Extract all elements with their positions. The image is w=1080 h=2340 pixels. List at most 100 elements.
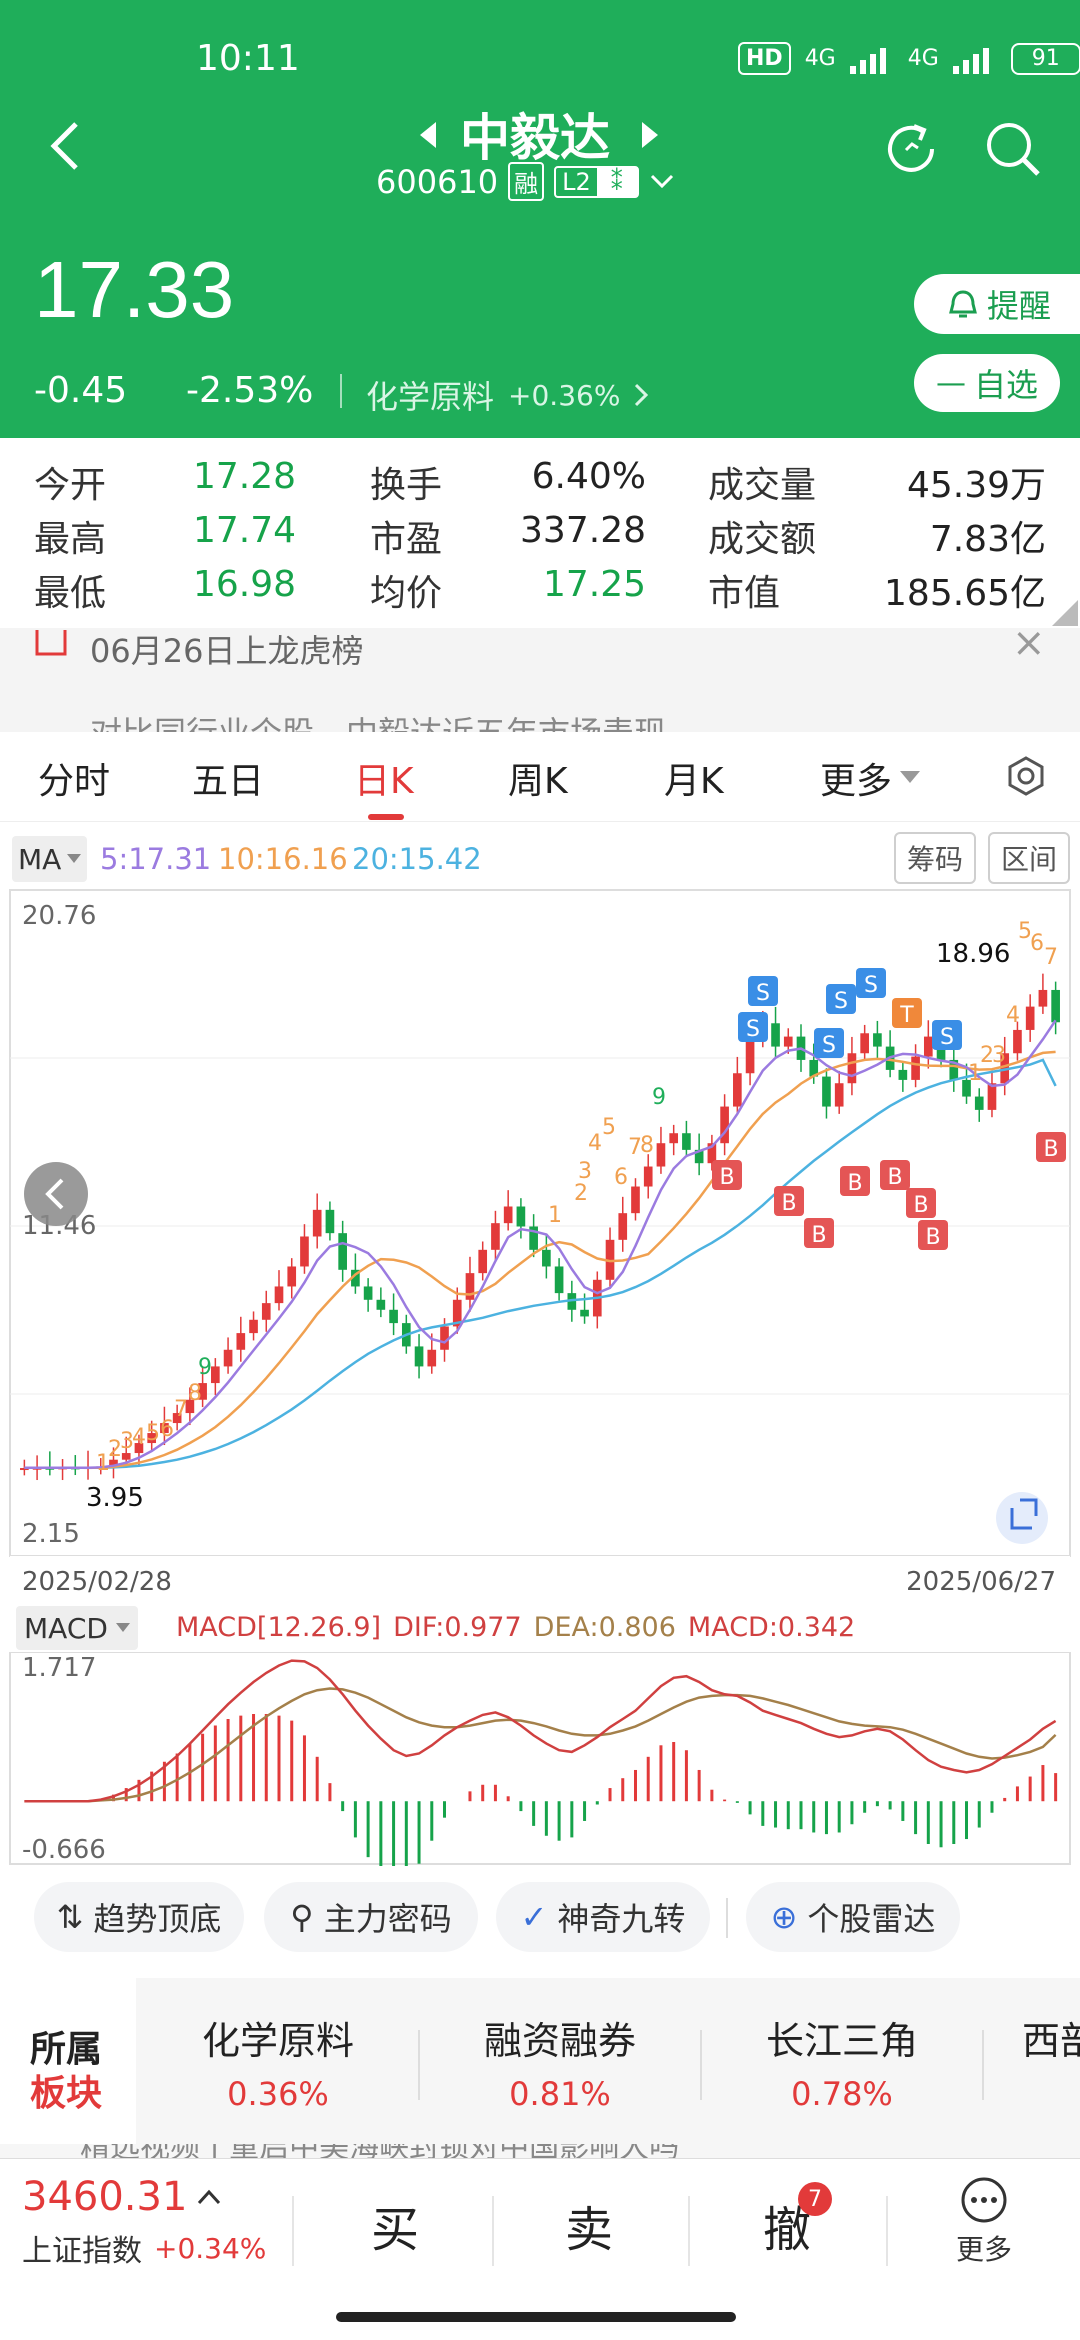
nine-turn-number: 2 — [980, 1043, 994, 1068]
expand-corner-icon[interactable] — [1052, 600, 1078, 626]
settings-icon[interactable] — [1006, 756, 1046, 796]
price-change-pct: -2.53% — [186, 370, 314, 411]
tab-wuri[interactable]: 五日 — [192, 761, 265, 802]
tab-yuek[interactable]: 月K — [664, 761, 724, 802]
stat-label: 市值 — [708, 573, 781, 614]
stock-name: 中毅达 — [460, 109, 610, 167]
tab-zhouk[interactable]: 周K — [508, 761, 568, 802]
kline-chart[interactable]: 20.76 11.46 2.15 18.96 3.95 B B B B B B … — [0, 888, 1080, 1608]
nine-turn-number: 7 — [1044, 945, 1058, 970]
current-price: 17.33 — [34, 245, 235, 334]
nine-turn-number: 8 — [188, 1381, 202, 1406]
nine-turn-number: 7 — [174, 1397, 188, 1422]
next-stock-button[interactable] — [640, 120, 660, 154]
candle — [351, 1269, 360, 1287]
ma20-value: 20:15.42 — [352, 842, 482, 876]
nine-turn-number: 1 — [968, 1061, 982, 1086]
status-icons: HD 4G 4G 91 — [738, 42, 1080, 75]
candle — [134, 1443, 144, 1454]
candle — [618, 1213, 628, 1240]
sectors-title-bottom: 板块 — [30, 2073, 103, 2114]
caret-down-icon — [67, 854, 82, 863]
bar-divider — [688, 2196, 690, 2266]
stat-value: 16.98 — [192, 564, 296, 605]
stat-label: 最低 — [34, 573, 107, 614]
tab-rik[interactable]: 日K — [354, 761, 414, 802]
ma-selector[interactable]: MA — [12, 836, 88, 882]
prev-stock-button[interactable] — [418, 120, 438, 154]
nine-turn-number: 4 — [1006, 1003, 1020, 1028]
sectors-panel — [136, 1978, 1080, 2148]
sector-item[interactable]: 西部 — [1022, 2010, 1080, 2065]
candle — [427, 1349, 437, 1367]
sector-item[interactable]: 化学原料 0.36% — [148, 2010, 408, 2113]
scroll-left-button[interactable] — [24, 1162, 88, 1226]
bottom-news-text: 精选视频 | 重启中美海峡封锁对中国影响大吗 — [80, 2144, 679, 2158]
macd-y-low: -0.666 — [22, 1835, 106, 1865]
more-button[interactable]: 更多 — [944, 2176, 1024, 2268]
macd-dea: DEA:0.806 — [533, 1612, 676, 1643]
candle — [682, 1133, 691, 1150]
candle — [491, 1223, 500, 1250]
candle — [669, 1133, 679, 1144]
sector-item[interactable]: 长江三角 0.78% — [712, 2010, 972, 2113]
search-button[interactable] — [984, 120, 1042, 182]
back-button[interactable] — [46, 118, 82, 178]
sell-signal-marker: S — [738, 1012, 768, 1042]
margin-badge: 融 — [508, 162, 545, 201]
index-pct: +0.34% — [154, 2231, 267, 2265]
tab-more[interactable]: 更多 — [820, 752, 921, 804]
nine-turn-number: 2 — [574, 1181, 588, 1206]
buy-button[interactable]: 买 — [370, 2202, 419, 2258]
sector-item-name: 化学原料 — [201, 2019, 354, 2063]
bottom-news-peek[interactable]: 精选视频 | 重启中美海峡封锁对中国影响大吗 — [0, 2144, 1080, 2158]
candle — [542, 1249, 551, 1267]
candle — [249, 1319, 258, 1334]
max-price-label: 18.96 — [936, 939, 1010, 969]
main-force-code-button[interactable]: ⚲ 主力密码 — [264, 1882, 478, 1952]
battery-icon: 91 — [1010, 42, 1080, 75]
stock-radar-button[interactable]: ⊕ 个股雷达 — [746, 1882, 960, 1952]
macd-label: MACD — [24, 1611, 108, 1645]
sector-link[interactable]: 化学原料 +0.36% — [366, 372, 649, 418]
chevron-down-icon[interactable] — [649, 173, 675, 191]
close-icon[interactable]: × — [1012, 628, 1046, 666]
bar-divider — [886, 2196, 888, 2266]
svg-text:B: B — [847, 1171, 862, 1196]
candle — [962, 1079, 971, 1097]
macd-selector[interactable]: MACD — [16, 1606, 138, 1650]
news-line-2[interactable]: 对比同行业个股，中毅达近五年市场表现 — [90, 708, 666, 732]
news-strip[interactable]: 06月26日上龙虎榜 × 对比同行业个股，中毅达近五年市场表现 — [0, 628, 1080, 732]
dea-line — [24, 1687, 1057, 1803]
candle — [312, 1209, 322, 1237]
svg-text:B: B — [811, 1223, 826, 1248]
radar-icon: ⊕ — [770, 1898, 798, 1936]
index-name: 上证指数 — [22, 2234, 142, 2269]
nine-turn-number: 4 — [588, 1131, 602, 1156]
home-indicator[interactable] — [336, 2312, 736, 2322]
macd-chart[interactable]: 1.717 -0.666 — [0, 1652, 1080, 1866]
sectors-title-top: 所属 — [30, 2029, 103, 2070]
ma20-line — [24, 1058, 1057, 1469]
range-button[interactable]: 区间 — [988, 832, 1070, 884]
stat-value: 7.83亿 — [929, 519, 1046, 560]
candle — [223, 1349, 233, 1367]
trend-top-bottom-button[interactable]: ⇅ 趋势顶底 — [34, 1882, 244, 1952]
chip-button[interactable]: 筹码 — [894, 832, 976, 884]
index-ticker[interactable]: 3460.31 上证指数 +0.34% — [22, 2174, 266, 2270]
candle — [720, 1106, 729, 1144]
sell-signal-marker: S — [826, 984, 856, 1014]
sell-button[interactable]: 卖 — [564, 2202, 613, 2258]
refresh-button[interactable] — [882, 120, 940, 182]
sector-item[interactable]: 融资融券 0.81% — [430, 2010, 690, 2113]
candle — [771, 1023, 780, 1047]
candle — [733, 1073, 742, 1107]
magic-nine-button[interactable]: ✓ 神奇九转 — [496, 1882, 710, 1952]
news-line-1[interactable]: 06月26日上龙虎榜 — [90, 632, 364, 670]
tab-fenshi[interactable]: 分时 — [38, 761, 111, 802]
add-watchlist-button[interactable]: — 自选 — [914, 354, 1060, 412]
alert-button[interactable]: 提醒 — [914, 274, 1080, 334]
svg-text:B: B — [925, 1225, 940, 1250]
cancel-badge: 7 — [798, 2182, 832, 2216]
candle — [605, 1239, 615, 1280]
